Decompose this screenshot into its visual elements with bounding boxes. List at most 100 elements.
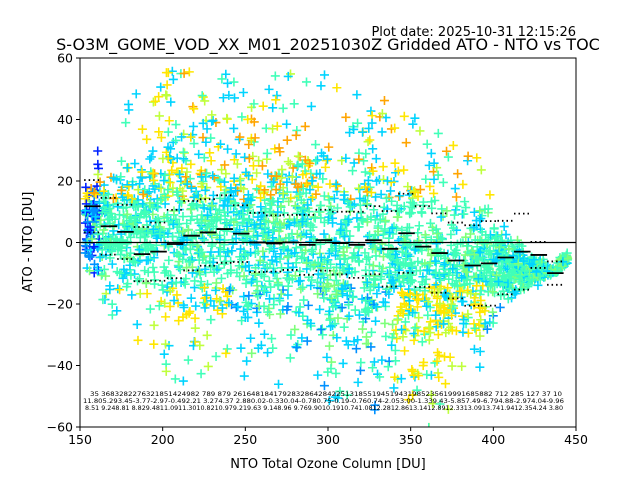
scatter-point	[332, 333, 342, 343]
scatter-point	[271, 95, 281, 105]
scatter-point	[447, 220, 457, 230]
scatter-point	[414, 371, 424, 381]
scatter-point	[412, 385, 422, 395]
scatter-point	[377, 109, 387, 119]
scatter-point	[116, 172, 126, 182]
scatter-point	[266, 190, 276, 200]
scatter-point	[98, 237, 108, 247]
scatter-point	[194, 267, 204, 277]
scatter-point	[306, 101, 316, 111]
scatter-point	[178, 186, 188, 196]
scatter-point	[345, 202, 355, 212]
scatter-point	[272, 91, 282, 101]
scatter-point	[159, 262, 169, 272]
scatter-point	[214, 263, 224, 273]
scatter-point	[284, 196, 294, 206]
scatter-point	[359, 283, 369, 293]
scatter-point	[425, 258, 435, 268]
scatter-point	[508, 265, 518, 275]
scatter-point	[533, 280, 543, 290]
scatter-point	[259, 329, 269, 339]
scatter-point	[293, 160, 303, 170]
scatter-point	[273, 207, 283, 217]
scatter-point	[136, 172, 146, 182]
scatter-point	[359, 156, 369, 166]
y-tick-label: 20	[57, 174, 73, 189]
scatter-point	[400, 258, 410, 268]
scatter-point	[324, 142, 334, 152]
scatter-point	[313, 370, 323, 380]
x-tick-label: 350	[399, 432, 423, 447]
scatter-point	[268, 124, 278, 134]
scatter-point	[422, 301, 432, 311]
scatter-point	[219, 188, 229, 198]
scatter-point	[150, 279, 160, 289]
scatter-point	[350, 252, 360, 262]
scatter-point	[243, 312, 253, 322]
scatter-point	[237, 255, 247, 265]
scatter-point	[316, 252, 326, 262]
scatter-point	[429, 158, 439, 168]
scatter-point	[275, 147, 285, 157]
scatter-point	[269, 246, 279, 256]
scatter-point	[220, 211, 230, 221]
scatter-point	[415, 126, 425, 136]
scatter-point	[80, 206, 90, 216]
scatter-point	[349, 158, 359, 168]
scatter-point	[558, 257, 568, 267]
scatter-point	[200, 216, 210, 226]
scatter-point	[177, 163, 187, 173]
scatter-point	[397, 287, 407, 297]
scatter-point	[91, 189, 101, 199]
scatter-point	[220, 177, 230, 187]
scatter-point	[222, 291, 232, 301]
scatter-point	[268, 225, 278, 235]
scatter-point	[360, 307, 370, 317]
scatter-point	[208, 115, 218, 125]
scatter-point	[119, 220, 129, 230]
scatter-point	[248, 232, 258, 242]
scatter-point	[501, 257, 511, 267]
scatter-point	[113, 284, 123, 294]
scatter-point	[318, 281, 328, 291]
scatter-point	[470, 323, 480, 333]
scatter-point	[441, 328, 451, 338]
scatter-point	[395, 191, 405, 201]
scatter-point	[117, 239, 127, 249]
scatter-point	[167, 66, 177, 76]
scatter-point	[249, 99, 259, 109]
scatter-point	[414, 313, 424, 323]
scatter-point	[563, 254, 573, 264]
scatter-point	[352, 90, 362, 100]
scatter-point	[308, 192, 318, 202]
scatter-point	[377, 266, 387, 276]
scatter-point	[471, 325, 481, 335]
scatter-point	[412, 322, 422, 332]
scatter-point	[335, 229, 345, 239]
scatter-point	[295, 276, 305, 286]
scatter-point	[135, 179, 145, 189]
scatter-point	[118, 273, 128, 283]
scatter-point	[216, 182, 226, 192]
scatter-point	[293, 151, 303, 161]
scatter-point	[80, 218, 90, 228]
scatter-point	[344, 264, 354, 274]
scatter-point	[383, 362, 393, 372]
scatter-point	[209, 173, 219, 183]
scatter-point	[161, 339, 171, 349]
scatter-point	[391, 356, 401, 366]
scatter-point	[423, 297, 433, 307]
scatter-point	[128, 257, 138, 267]
scatter-point	[305, 262, 315, 272]
scatter-point	[431, 224, 441, 234]
scatter-point	[279, 218, 289, 228]
scatter-point	[137, 124, 147, 134]
scatter-point	[464, 262, 474, 272]
scatter-point	[238, 87, 248, 97]
scatter-point	[215, 296, 225, 306]
scatter-point	[89, 242, 99, 252]
scatter-point	[480, 319, 490, 329]
scatter-point	[371, 154, 381, 164]
scatter-point	[310, 213, 320, 223]
scatter-point	[315, 169, 325, 179]
